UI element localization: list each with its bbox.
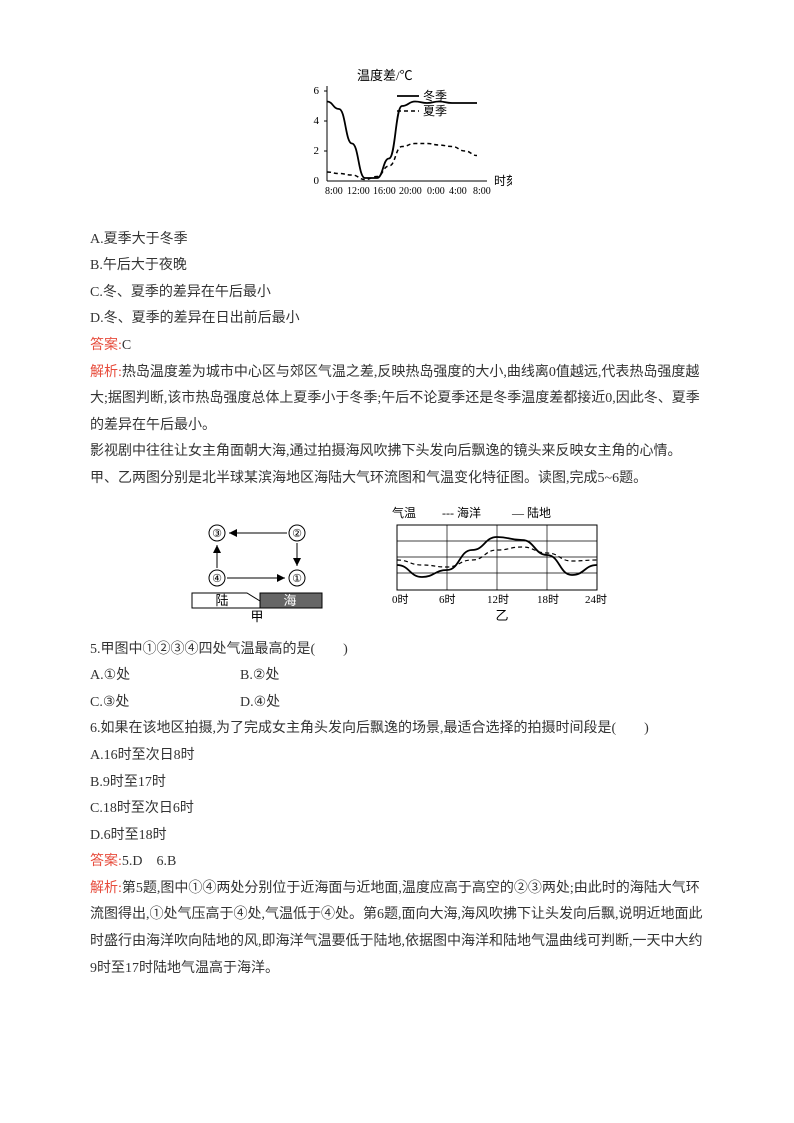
yi-label: 乙 — [495, 608, 508, 623]
svg-text:--- 海洋: --- 海洋 — [442, 505, 481, 520]
svg-text:0: 0 — [314, 175, 320, 187]
legend-winter: 冬季 — [423, 88, 447, 103]
q4-explain: 热岛温度差为城市中心区与郊区气温之差,反映热岛强度的大小,曲线离0值越远,代表热… — [90, 365, 700, 433]
svg-text:24时: 24时 — [585, 593, 607, 606]
diagram-jia: ③ ② ④ ① 陆 海 甲 — [182, 515, 332, 625]
q5-opt-d: D.④处 — [240, 690, 390, 717]
svg-text:12时: 12时 — [487, 593, 509, 606]
q5-opt-b: B.②处 — [240, 663, 390, 690]
svg-text:6: 6 — [314, 85, 320, 97]
q6-opt-b: B.9时至17时 — [90, 770, 704, 797]
svg-text:8:00: 8:00 — [325, 186, 343, 197]
svg-text:6时: 6时 — [439, 593, 456, 606]
svg-text:12:00: 12:00 — [347, 186, 370, 197]
diagrams-row: ③ ② ④ ① 陆 海 甲 气温 --- 海洋 — 陆地 — [90, 505, 704, 625]
svg-text:②: ② — [292, 528, 302, 540]
q4-opt-d: D.冬、夏季的差异在日出前后最小 — [90, 306, 704, 333]
ans56-label: 答案: — [90, 854, 122, 869]
q5-opt-a: A.①处 — [90, 663, 240, 690]
q4-answer: C — [122, 338, 131, 353]
svg-text:4:00: 4:00 — [449, 186, 467, 197]
heat-island-chart: 温度差/℃ 0 2 4 6 冬季 夏季 8:00 12:0016:0020:00 0… — [90, 60, 704, 227]
intro-5-6: 影视剧中往往让女主角面朝大海,通过拍摄海风吹拂下头发向后飘逸的镜头来反映女主角的… — [90, 439, 704, 492]
ans56-val: 5.D 6.B — [122, 854, 176, 869]
diagram-yi: 气温 --- 海洋 — 陆地 0时 6时 12时 18时 24时 乙 — [382, 505, 612, 625]
q6-opt-c: C.18时至次日6时 — [90, 796, 704, 823]
svg-text:— 陆地: — 陆地 — [511, 505, 551, 520]
explain56-label: 解析: — [90, 881, 122, 896]
legend-summer: 夏季 — [423, 104, 447, 118]
explain-label: 解析: — [90, 365, 122, 380]
svg-text:陆: 陆 — [215, 593, 228, 608]
svg-text:①: ① — [292, 573, 302, 585]
svg-text:18时: 18时 — [537, 593, 559, 606]
svg-text:20:00: 20:00 — [399, 186, 422, 197]
chart-svg: 温度差/℃ 0 2 4 6 冬季 夏季 8:00 12:0016:0020:00 0… — [282, 68, 512, 208]
svg-text:8:00: 8:00 — [473, 186, 491, 197]
explain56-text: 第5题,图中①④两处分别位于近海面与近地面,温度应高于高空的②③两处;由此时的海… — [90, 881, 703, 976]
q5-stem: 5.甲图中①②③④四处气温最高的是( ) — [90, 637, 704, 664]
jia-label: 甲 — [250, 609, 263, 624]
svg-text:2: 2 — [314, 145, 320, 157]
q6-stem: 6.如果在该地区拍摄,为了完成女主角头发向后飘逸的场景,最适合选择的拍摄时间段是… — [90, 716, 704, 743]
q6-opt-a: A.16时至次日8时 — [90, 743, 704, 770]
q4-opt-c: C.冬、夏季的差异在午后最小 — [90, 280, 704, 307]
svg-text:③: ③ — [212, 528, 222, 540]
q5-opt-c: C.③处 — [90, 690, 240, 717]
svg-text:0:00: 0:00 — [427, 186, 445, 197]
svg-text:④: ④ — [212, 573, 222, 585]
x-axis-label: 时刻 — [494, 174, 512, 188]
svg-text:0时: 0时 — [392, 593, 409, 606]
svg-text:海: 海 — [283, 593, 296, 608]
svg-text:4: 4 — [314, 115, 320, 127]
svg-text:气温: 气温 — [392, 505, 416, 520]
q6-opt-d: D.6时至18时 — [90, 823, 704, 850]
answer-label: 答案: — [90, 338, 122, 353]
y-axis-label: 温度差/℃ — [357, 68, 413, 83]
svg-text:16:00: 16:00 — [373, 186, 396, 197]
q4-opt-a: A.夏季大于冬季 — [90, 227, 704, 254]
q4-opt-b: B.午后大于夜晚 — [90, 253, 704, 280]
